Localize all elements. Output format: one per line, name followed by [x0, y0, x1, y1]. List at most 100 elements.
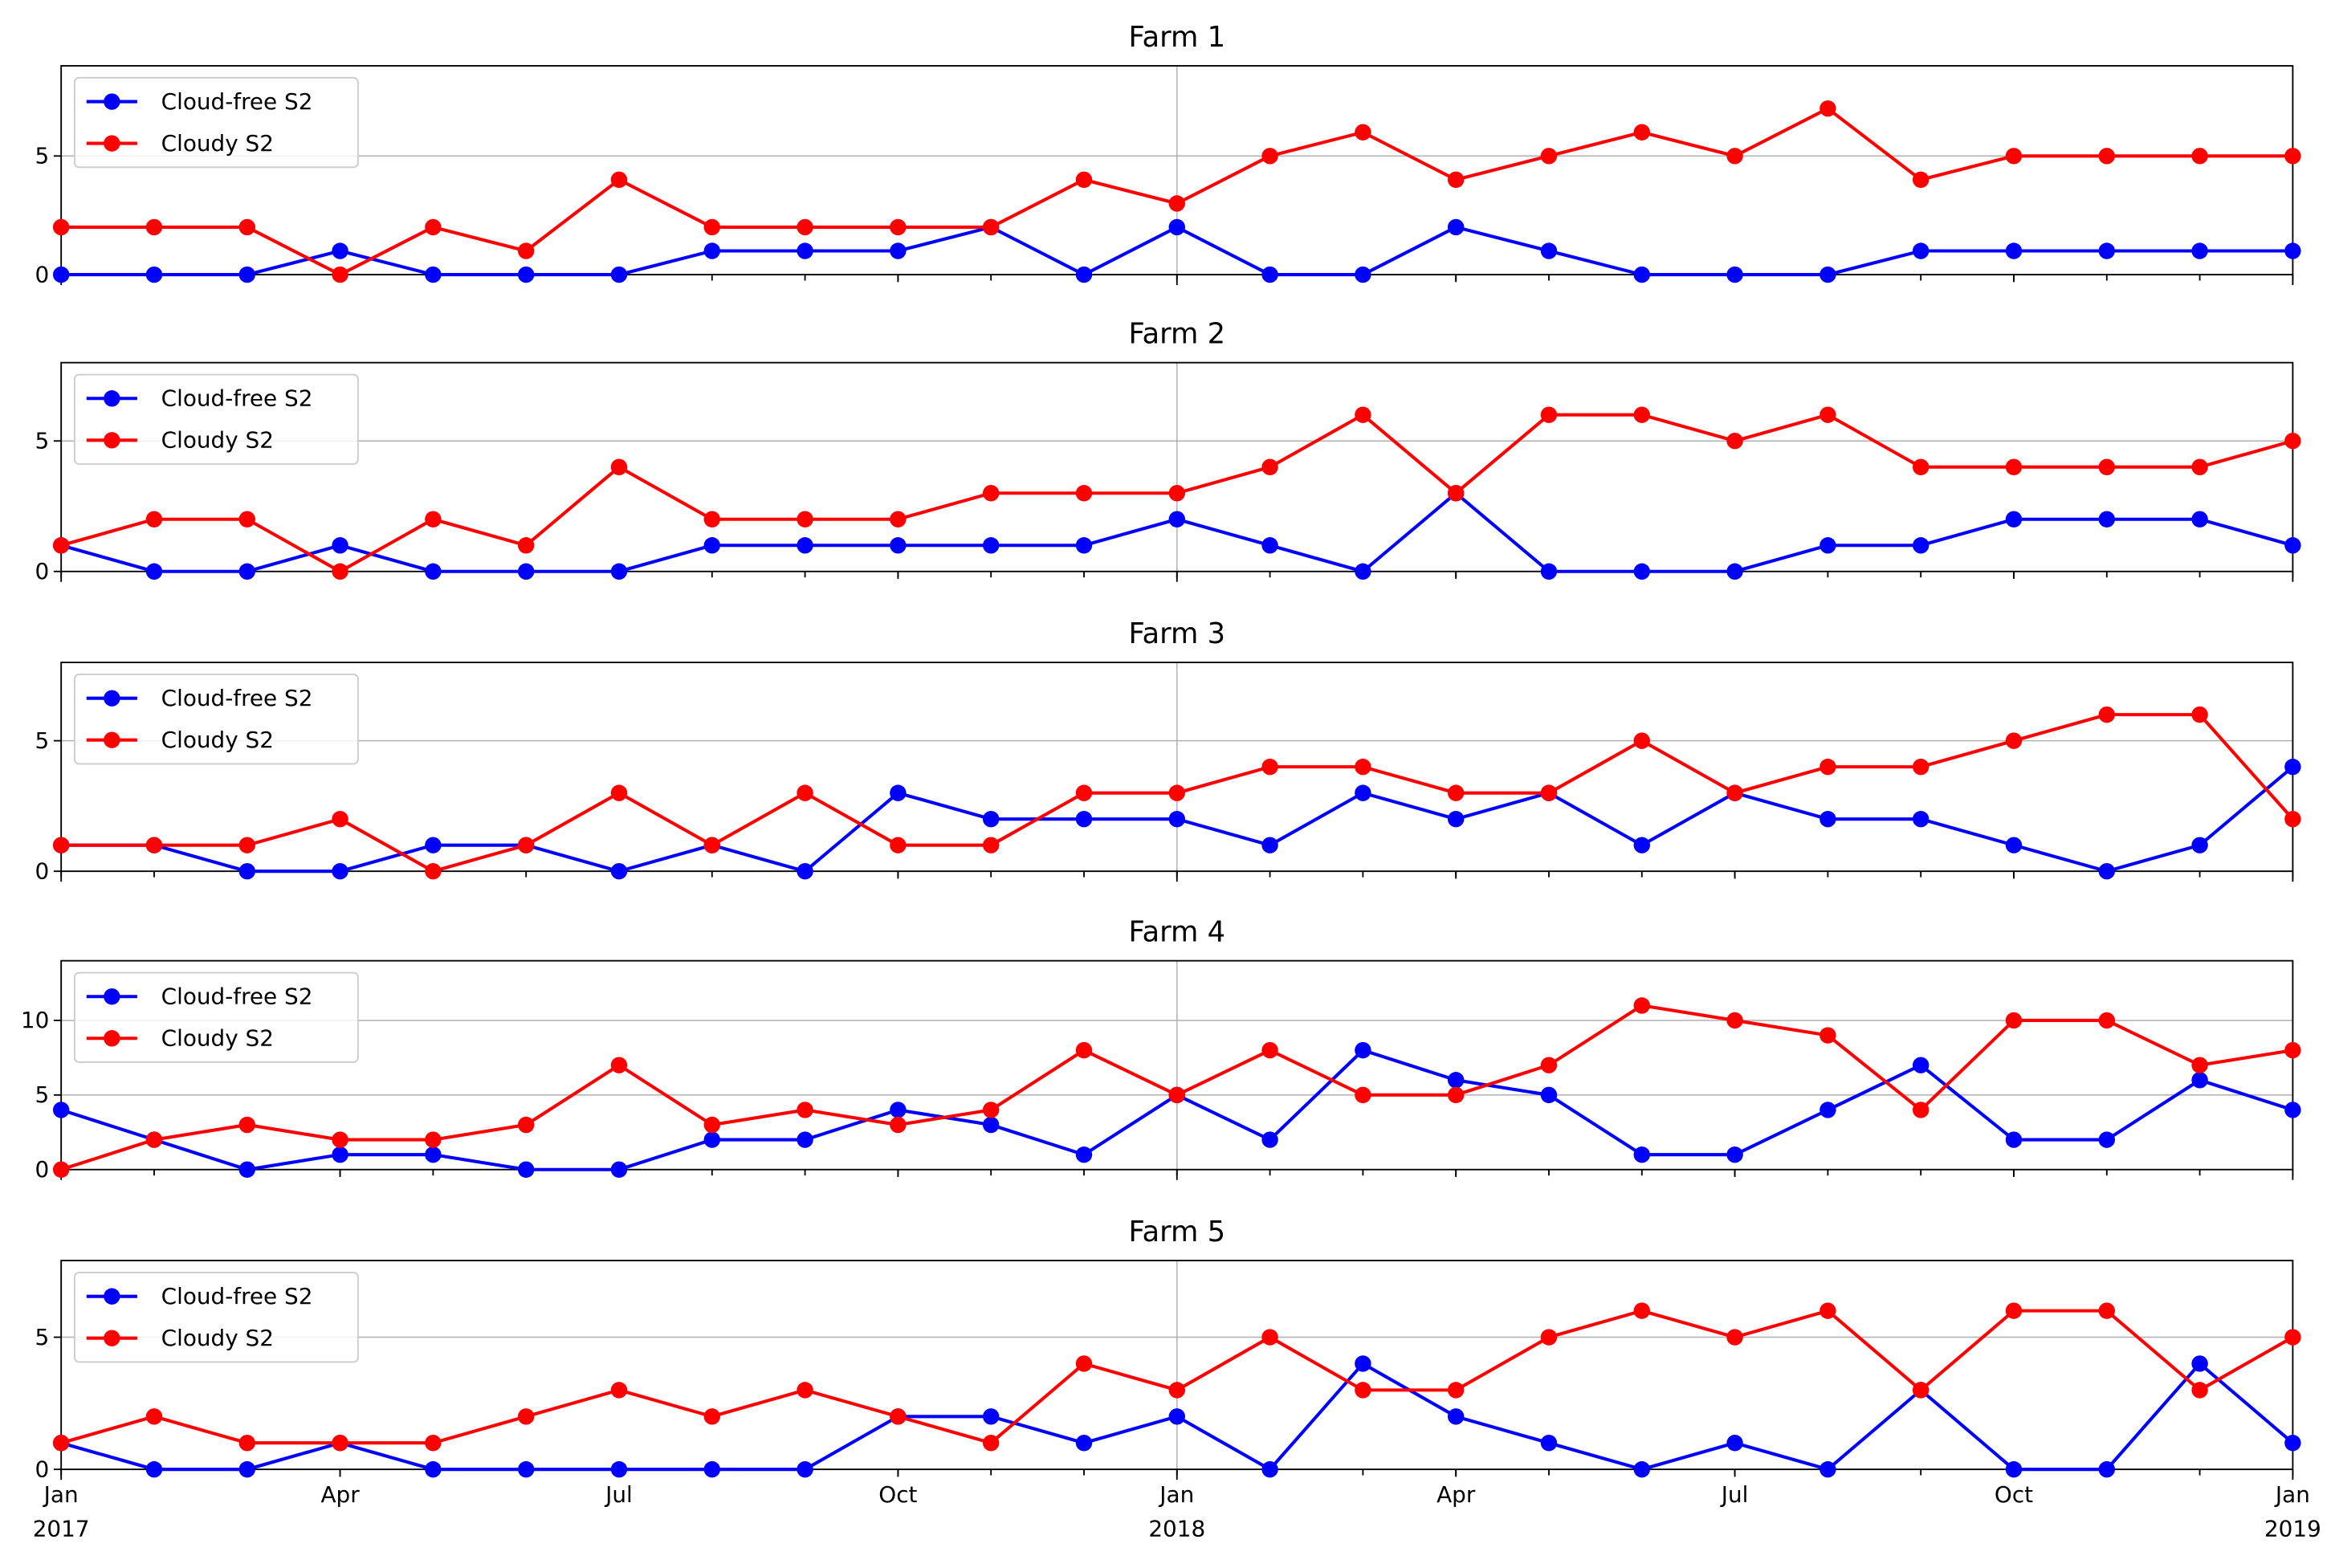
data-point	[2284, 148, 2301, 165]
data-point	[1912, 1057, 1929, 1073]
data-point	[2191, 148, 2208, 165]
legend-marker	[104, 1288, 120, 1305]
data-point	[1075, 1041, 1093, 1059]
legend-box	[73, 674, 359, 765]
legend-box	[73, 373, 359, 465]
y-tick-label: 5	[35, 1081, 50, 1108]
data-point	[1912, 171, 1929, 189]
data-point	[1168, 485, 1186, 502]
data-point	[1726, 148, 1743, 165]
data-point	[52, 266, 70, 283]
legend-box	[73, 971, 359, 1063]
data-point	[1540, 1329, 1558, 1346]
x-tick-label: Oct	[1995, 1481, 2033, 1508]
legend-marker	[104, 93, 120, 110]
data-point	[238, 266, 255, 283]
data-point	[2284, 1329, 2301, 1346]
data-point	[797, 537, 813, 554]
data-point	[1819, 810, 1836, 828]
data-point	[2005, 1131, 2023, 1148]
x-tick-label: Jan	[1158, 1481, 1194, 1508]
data-point	[2098, 862, 2116, 880]
data-point	[1447, 1086, 1465, 1104]
data-point	[2005, 732, 2023, 749]
data-point	[1633, 1460, 1651, 1478]
data-point	[1912, 1102, 1929, 1118]
data-point	[982, 1102, 1000, 1118]
data-point	[2191, 1355, 2208, 1372]
x-tick-label: Jul	[604, 1481, 633, 1508]
data-point	[332, 1435, 348, 1452]
data-point	[238, 1435, 255, 1452]
legend-label: Cloudy S2	[161, 1325, 274, 1351]
legend-marker	[104, 731, 120, 748]
data-point	[2005, 1012, 2023, 1029]
data-point	[1726, 266, 1743, 283]
data-point	[2284, 758, 2301, 776]
data-point	[2191, 458, 2208, 475]
data-point	[1261, 758, 1278, 776]
chart-title: Farm 3	[1128, 617, 1225, 650]
data-point	[1819, 266, 1836, 283]
x-tick-label: Jul	[1720, 1481, 1749, 1508]
data-point	[797, 1460, 813, 1478]
data-point	[703, 537, 720, 554]
data-point	[1540, 1086, 1558, 1104]
data-point	[982, 1408, 1000, 1425]
legend-marker	[104, 135, 120, 152]
data-point	[610, 171, 628, 189]
data-point	[1168, 1086, 1186, 1104]
data-point	[1355, 1086, 1371, 1104]
data-point	[2005, 1302, 2023, 1319]
data-point	[1819, 537, 1836, 554]
x-tick-label: Jan	[43, 1481, 79, 1508]
data-point	[425, 218, 442, 236]
data-point	[52, 1161, 70, 1178]
legend-label: Cloud-free S2	[161, 984, 313, 1010]
data-point	[145, 1460, 163, 1478]
series	[52, 706, 2301, 880]
data-point	[610, 1161, 628, 1178]
data-point	[1447, 1382, 1465, 1399]
data-point	[1261, 266, 1278, 283]
legend-label: Cloudy S2	[161, 727, 274, 753]
data-point	[1447, 1408, 1465, 1425]
data-point	[797, 218, 813, 236]
data-point	[982, 537, 1000, 554]
legend-marker	[104, 690, 120, 707]
data-point	[703, 218, 720, 236]
data-point	[2191, 1057, 2208, 1073]
data-point	[1912, 810, 1929, 828]
data-point	[332, 862, 348, 880]
data-point	[610, 563, 628, 580]
data-point	[517, 1460, 535, 1478]
data-point	[1912, 458, 1929, 475]
data-point	[425, 837, 442, 853]
data-point	[1726, 1435, 1743, 1452]
data-point	[1261, 537, 1278, 554]
y-tick-label: 0	[35, 1156, 50, 1183]
data-point	[425, 1435, 442, 1452]
data-point	[1540, 148, 1558, 165]
data-point	[1633, 997, 1651, 1014]
data-point	[1540, 784, 1558, 801]
data-point	[1912, 1382, 1929, 1399]
data-point	[703, 1116, 720, 1134]
data-point	[2098, 148, 2116, 165]
legend-label: Cloudy S2	[161, 130, 274, 157]
data-point	[1819, 1102, 1836, 1118]
data-point	[1819, 758, 1836, 776]
data-point	[1355, 406, 1371, 423]
data-point	[1355, 563, 1371, 580]
data-point	[1447, 171, 1465, 189]
data-point	[2098, 1131, 2116, 1148]
x-tick-label: Apr	[320, 1481, 360, 1508]
plot-frame	[60, 959, 2294, 1171]
data-point	[890, 537, 907, 554]
data-point	[517, 1408, 535, 1425]
data-point	[1168, 511, 1186, 527]
data-point	[1819, 100, 1836, 117]
data-point	[2284, 1041, 2301, 1059]
data-point	[2005, 458, 2023, 475]
